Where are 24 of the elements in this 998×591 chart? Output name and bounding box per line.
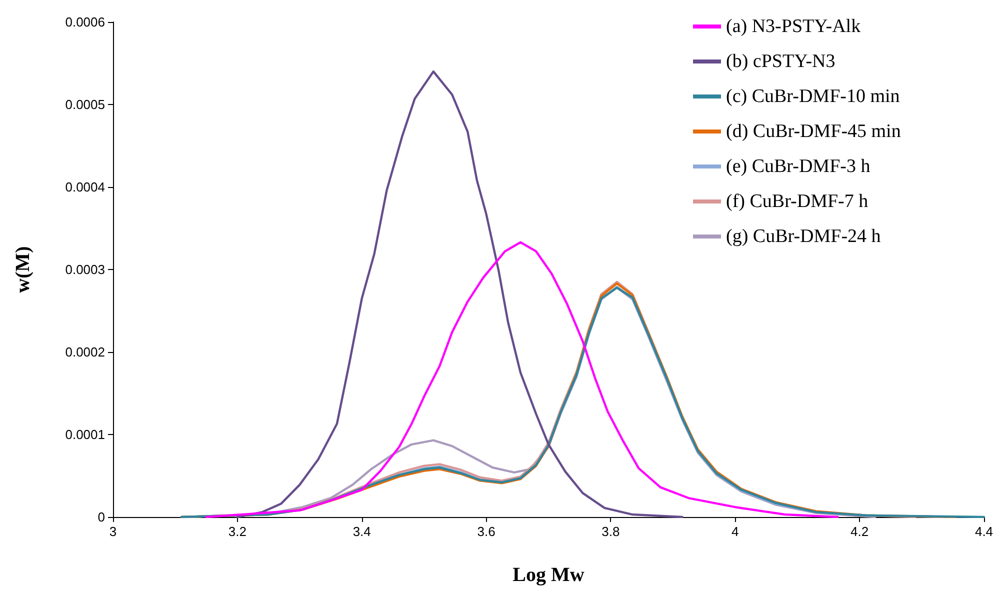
- y-tick-label: 0.0001: [65, 427, 105, 442]
- x-tick-label: 3: [109, 524, 117, 539]
- y-tick-label: 0.0006: [65, 14, 105, 30]
- legend-label: (a) N3-PSTY-Alk: [726, 16, 862, 37]
- legend-label: (c) CuBr-DMF-10 min: [726, 86, 900, 107]
- legend-label: (f) CuBr-DMF-7 h: [726, 191, 869, 212]
- x-tick-label: 3.6: [477, 524, 496, 539]
- y-tick-label: 0.0005: [65, 97, 105, 112]
- y-tick-label: 0.0002: [65, 344, 105, 360]
- x-tick-label: 3.2: [228, 524, 246, 539]
- legend-label: (g) CuBr-DMF-24 h: [726, 226, 882, 247]
- legend-label: (e) CuBr-DMF-3 h: [726, 156, 871, 177]
- x-axis-title: Log Mw: [512, 564, 585, 586]
- x-tick-label: 3.4: [352, 524, 371, 539]
- y-tick-label: 0.0003: [65, 262, 105, 277]
- x-tick-label: 4.4: [974, 524, 994, 539]
- y-axis-title: w(M): [12, 246, 34, 293]
- x-tick-label: 3.8: [602, 524, 620, 539]
- legend-label: (d) CuBr-DMF-45 min: [726, 121, 902, 142]
- x-tick-label: 4: [732, 524, 739, 539]
- y-tick-label: 0: [98, 510, 105, 524]
- x-tick-label: 4.2: [850, 524, 869, 539]
- legend-label: (b) cPSTY-N3: [726, 51, 836, 72]
- y-tick-label: 0.0004: [65, 180, 105, 194]
